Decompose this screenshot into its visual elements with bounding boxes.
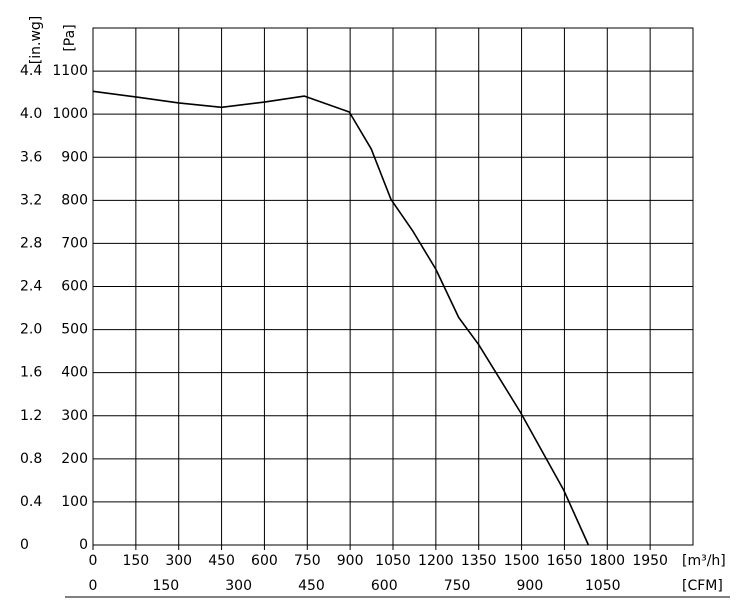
y2-axis-label: [in.wg] [28, 16, 44, 64]
y2-tick-label: 3.2 [20, 192, 42, 208]
y2-tick-label: 2.0 [20, 322, 42, 338]
y2-tick-label: 0.4 [20, 494, 42, 510]
y2-tick-label: 1.2 [20, 408, 42, 424]
y2-tick-label: 1.6 [20, 365, 42, 381]
y-tick-label: 200 [61, 451, 88, 467]
x2-tick-label: 900 [517, 578, 544, 594]
y-tick-label: 300 [61, 408, 88, 424]
x2-axis-label: [CFM] [682, 578, 723, 594]
x-tick-label: 600 [251, 553, 278, 569]
x2-tick-label: 1050 [585, 578, 621, 594]
y2-tick-label: 3.6 [20, 149, 42, 165]
y-tick-label: 400 [61, 365, 88, 381]
y-tick-label: 900 [61, 149, 88, 165]
x-tick-label: 1500 [504, 553, 540, 569]
x-tick-label: 1050 [375, 553, 411, 569]
y2-tick-label: 4.4 [20, 63, 42, 79]
data-line [92, 90, 590, 546]
y-tick-label: 1100 [52, 63, 88, 79]
y-tick-label: 1000 [52, 106, 88, 122]
x2-tick-label: 300 [225, 578, 252, 594]
x-tick-label: 900 [337, 553, 364, 569]
x2-tick-label: 450 [298, 578, 325, 594]
y2-tick-label: 2.8 [20, 235, 42, 251]
x-tick-label: 1350 [461, 553, 497, 569]
x2-tick-label: 600 [371, 578, 398, 594]
x-tick-label: 450 [208, 553, 235, 569]
y-tick-label: 500 [61, 322, 88, 338]
y-tick-label: 800 [61, 192, 88, 208]
x-tick-label: 750 [294, 553, 321, 569]
y-axis-label: [Pa] [62, 24, 78, 51]
x-tick-label: 1950 [632, 553, 668, 569]
y-tick-label: 700 [61, 235, 88, 251]
y-tick-label: 600 [61, 279, 88, 295]
x2-tick-label: 150 [152, 578, 179, 594]
x-tick-label: 300 [165, 553, 192, 569]
x-tick-label: 1650 [547, 553, 583, 569]
x2-tick-label: 0 [89, 578, 98, 594]
x2-tick-label: 750 [444, 578, 471, 594]
y-tick-label: 0 [79, 537, 88, 553]
y2-tick-label: 4.0 [20, 106, 42, 122]
y2-tick-label: 2.4 [20, 279, 42, 295]
y-tick-label: 100 [61, 494, 88, 510]
x-tick-label: 0 [89, 553, 98, 569]
y2-tick-label: 0.8 [20, 451, 42, 467]
x-tick-label: 150 [122, 553, 149, 569]
x-axis-label: [m³/h] [682, 553, 726, 569]
y2-tick-label: 0 [20, 537, 29, 553]
x-tick-label: 1800 [589, 553, 625, 569]
x-tick-label: 1200 [418, 553, 454, 569]
